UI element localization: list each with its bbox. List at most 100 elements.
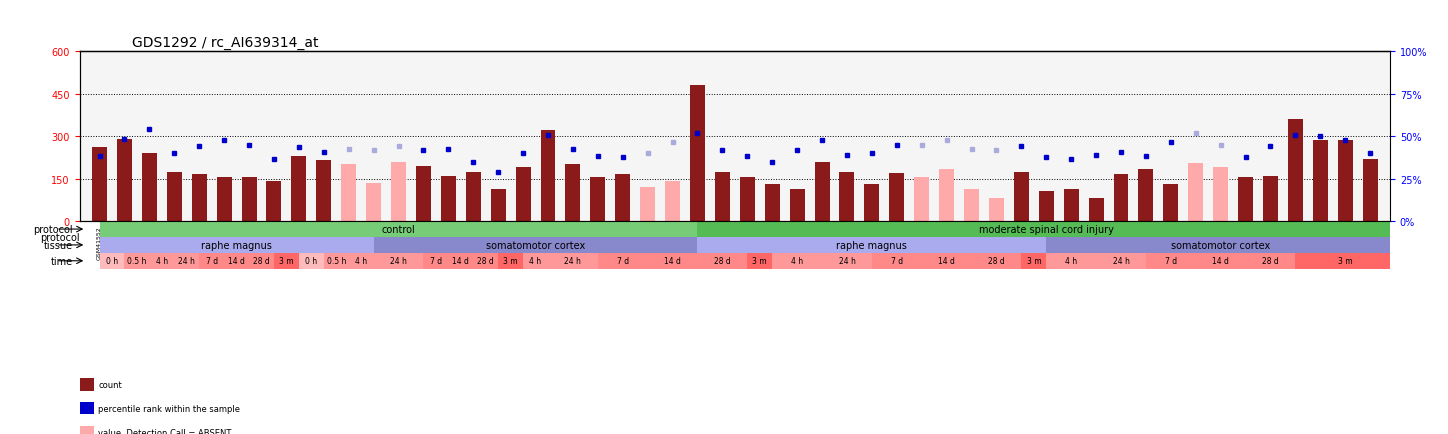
Bar xyxy=(342,165,356,222)
Bar xyxy=(598,253,647,269)
Bar xyxy=(698,253,747,269)
Text: 3 m: 3 m xyxy=(1027,256,1041,266)
Text: moderate spinal cord injury: moderate spinal cord injury xyxy=(979,224,1114,234)
Bar xyxy=(1021,253,1047,269)
Bar xyxy=(117,140,132,222)
Text: 0.5 h: 0.5 h xyxy=(127,256,146,266)
Bar xyxy=(242,178,256,222)
Bar xyxy=(765,185,779,222)
Bar xyxy=(772,253,822,269)
Bar xyxy=(815,162,830,222)
Bar xyxy=(466,172,481,222)
Text: 14 d: 14 d xyxy=(452,256,469,266)
Text: 3 m: 3 m xyxy=(279,256,294,266)
Bar xyxy=(1114,175,1128,222)
Text: 14 d: 14 d xyxy=(938,256,956,266)
Bar xyxy=(366,184,381,222)
Text: 24 h: 24 h xyxy=(838,256,856,266)
Bar xyxy=(324,253,349,269)
Bar xyxy=(640,187,654,222)
Text: 7 d: 7 d xyxy=(617,256,628,266)
Text: 24 h: 24 h xyxy=(1112,256,1129,266)
Bar xyxy=(200,253,224,269)
Text: 24 h: 24 h xyxy=(565,256,581,266)
Bar xyxy=(1138,169,1154,222)
Text: 4 h: 4 h xyxy=(791,256,804,266)
Bar xyxy=(100,237,374,253)
Text: somatomotor cortex: somatomotor cortex xyxy=(1171,240,1270,250)
Bar xyxy=(1047,253,1096,269)
Bar xyxy=(822,253,872,269)
Text: 4 h: 4 h xyxy=(355,256,368,266)
Bar xyxy=(391,162,405,222)
Bar xyxy=(840,172,854,222)
Bar xyxy=(547,253,598,269)
Bar xyxy=(125,253,149,269)
Text: percentile rank within the sample: percentile rank within the sample xyxy=(98,404,240,413)
Bar xyxy=(698,222,1394,237)
Bar xyxy=(665,182,681,222)
Text: 7 d: 7 d xyxy=(430,256,442,266)
Bar xyxy=(698,237,1047,253)
Bar xyxy=(591,178,605,222)
Bar xyxy=(374,253,423,269)
Bar xyxy=(1245,253,1296,269)
Text: GDS1292 / rc_AI639314_at: GDS1292 / rc_AI639314_at xyxy=(132,36,319,49)
Bar xyxy=(914,178,930,222)
Bar xyxy=(1363,159,1377,222)
Text: tissue: tissue xyxy=(43,240,72,250)
Bar xyxy=(1038,192,1054,222)
Bar xyxy=(964,189,979,222)
Bar xyxy=(1338,141,1352,222)
Bar xyxy=(1196,253,1245,269)
Bar xyxy=(1096,253,1145,269)
Bar xyxy=(615,175,630,222)
Bar xyxy=(972,253,1021,269)
Bar xyxy=(523,253,547,269)
Bar xyxy=(1145,253,1196,269)
Text: 3 m: 3 m xyxy=(504,256,518,266)
Text: 28 d: 28 d xyxy=(988,256,1005,266)
Bar xyxy=(1238,178,1253,222)
Bar xyxy=(789,189,805,222)
Bar xyxy=(889,174,904,222)
Bar xyxy=(266,182,281,222)
Text: 4 h: 4 h xyxy=(1066,256,1077,266)
Bar xyxy=(1263,176,1279,222)
Bar xyxy=(1047,237,1394,253)
Text: 4 h: 4 h xyxy=(156,256,168,266)
Bar xyxy=(1014,172,1030,222)
Text: 28 d: 28 d xyxy=(1263,256,1279,266)
Bar xyxy=(440,176,456,222)
Text: 28 d: 28 d xyxy=(478,256,494,266)
Bar xyxy=(249,253,274,269)
Bar xyxy=(864,185,879,222)
Bar xyxy=(174,253,200,269)
Bar xyxy=(374,237,698,253)
Text: 14 d: 14 d xyxy=(229,256,245,266)
Text: 7 d: 7 d xyxy=(206,256,217,266)
Bar xyxy=(349,253,374,269)
Text: 0.5 h: 0.5 h xyxy=(327,256,346,266)
Bar xyxy=(1213,168,1228,222)
Bar xyxy=(217,178,232,222)
Bar xyxy=(872,253,922,269)
Bar xyxy=(1089,199,1103,222)
Bar xyxy=(691,86,705,222)
Text: 4 h: 4 h xyxy=(530,256,542,266)
Text: count: count xyxy=(98,380,122,389)
Text: raphe magnus: raphe magnus xyxy=(201,240,272,250)
Bar xyxy=(1163,185,1179,222)
Text: 14 d: 14 d xyxy=(1212,256,1229,266)
Text: protocol: protocol xyxy=(33,224,72,234)
Bar xyxy=(191,175,207,222)
Bar xyxy=(100,253,125,269)
Bar xyxy=(715,172,730,222)
Text: protocol: protocol xyxy=(41,233,80,243)
Bar xyxy=(274,253,298,269)
Bar xyxy=(142,154,156,222)
Bar xyxy=(1313,141,1328,222)
Text: 28 d: 28 d xyxy=(253,256,269,266)
Bar xyxy=(1064,189,1079,222)
Text: time: time xyxy=(51,256,72,266)
